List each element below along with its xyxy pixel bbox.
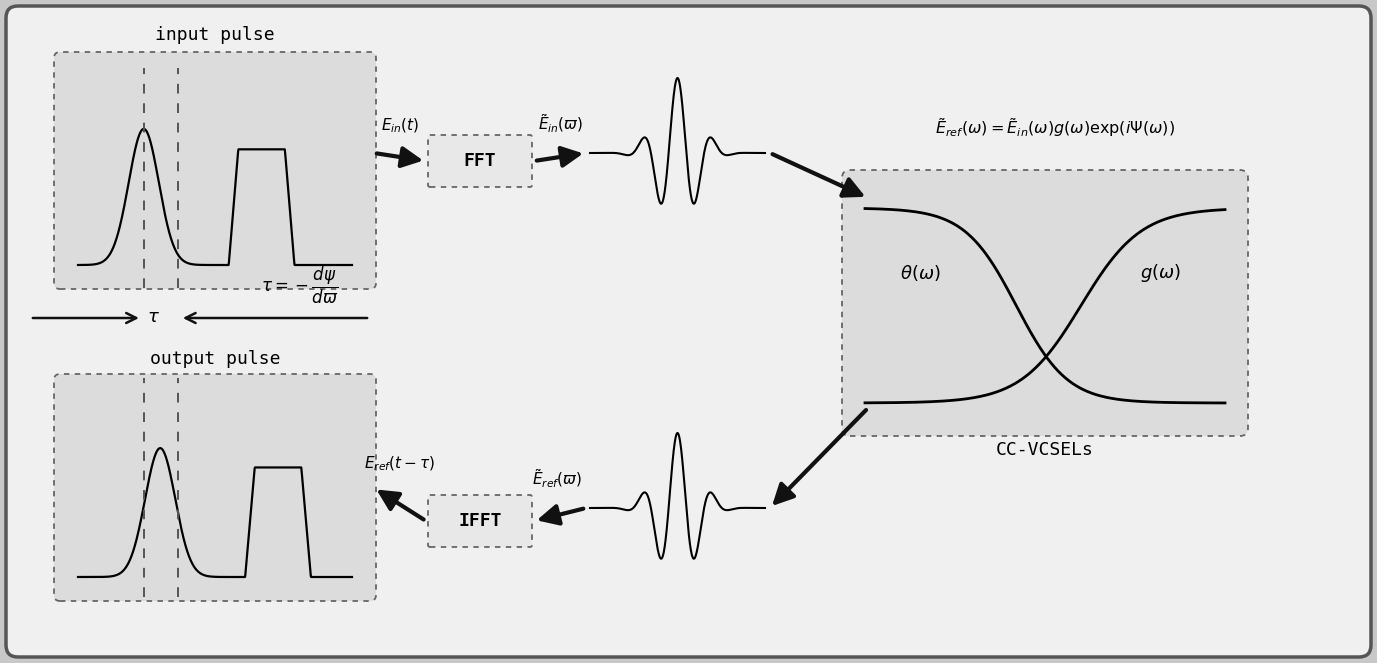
FancyBboxPatch shape: [428, 135, 532, 187]
FancyBboxPatch shape: [54, 374, 376, 601]
Text: $E_{ref}(t-\tau)$: $E_{ref}(t-\tau)$: [365, 455, 435, 473]
Text: $\tilde{E}_{ref}(\varpi)$: $\tilde{E}_{ref}(\varpi)$: [532, 467, 582, 490]
Text: $\tau = -\dfrac{d\psi}{d\varpi}$: $\tau = -\dfrac{d\psi}{d\varpi}$: [262, 265, 339, 306]
Text: FFT: FFT: [464, 152, 496, 170]
Text: $E_{in}(t)$: $E_{in}(t)$: [381, 117, 419, 135]
FancyBboxPatch shape: [54, 52, 376, 289]
Text: IFFT: IFFT: [459, 512, 501, 530]
Text: $\tau$: $\tau$: [147, 308, 160, 326]
FancyBboxPatch shape: [428, 495, 532, 547]
Text: $\tilde{E}_{in}(\varpi)$: $\tilde{E}_{in}(\varpi)$: [538, 113, 584, 135]
Text: input pulse: input pulse: [156, 26, 275, 44]
Text: $\theta(\omega)$: $\theta(\omega)$: [899, 263, 940, 283]
FancyBboxPatch shape: [841, 170, 1248, 436]
Text: $g(\omega)$: $g(\omega)$: [1140, 262, 1180, 284]
Text: output pulse: output pulse: [150, 350, 281, 368]
FancyBboxPatch shape: [6, 6, 1371, 657]
Text: $\tilde{E}_{ref}(\omega)=\tilde{E}_{in}(\omega)g(\omega)\exp(i\Psi(\omega))$: $\tilde{E}_{ref}(\omega)=\tilde{E}_{in}(…: [935, 117, 1175, 139]
Text: CC-VCSELs: CC-VCSELs: [996, 441, 1093, 459]
